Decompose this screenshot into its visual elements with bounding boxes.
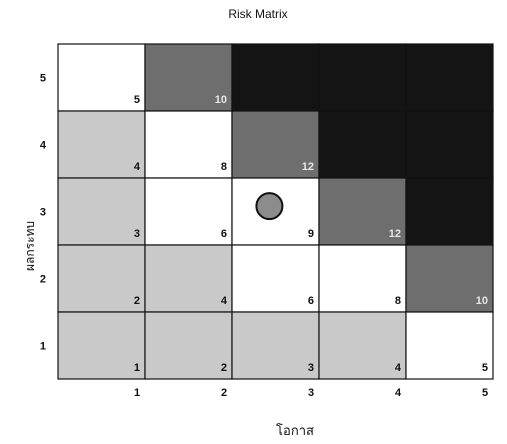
matrix-cell-3-4 bbox=[318, 177, 407, 246]
matrix-cell-1-2 bbox=[144, 311, 233, 380]
matrix-cell-3-5 bbox=[405, 177, 494, 246]
y-tick-3: 3 bbox=[40, 207, 46, 219]
cell-score-1-5: 5 bbox=[482, 362, 488, 374]
cell-score-labels: 5 104 8 123 6 9 122 4 6 8 101 2 3 4 5 bbox=[134, 94, 488, 374]
cell-score-1-1: 1 bbox=[134, 362, 140, 374]
matrix-cell-2-2 bbox=[144, 244, 233, 313]
matrix-cell-4-4 bbox=[318, 110, 407, 179]
x-axis-label: โอกาส bbox=[276, 423, 314, 438]
risk-marker bbox=[255, 192, 284, 221]
matrix-cell-4-5 bbox=[405, 110, 494, 179]
matrix-cell-1-3 bbox=[231, 311, 320, 380]
cell-score-1-3: 3 bbox=[308, 362, 314, 374]
matrix-cell-2-3 bbox=[231, 244, 320, 313]
cell-score-4-1: 4 bbox=[134, 161, 141, 173]
matrix-cell-3-1 bbox=[57, 177, 146, 246]
cell-score-2-2: 4 bbox=[221, 295, 228, 307]
matrix-cell-2-5 bbox=[405, 244, 494, 313]
matrix-cell-1-4 bbox=[318, 311, 407, 380]
cell-score-3-2: 6 bbox=[221, 228, 227, 240]
y-tick-1: 1 bbox=[40, 341, 46, 353]
matrix-cell-5-4 bbox=[318, 43, 407, 112]
matrix-cell-4-2 bbox=[144, 110, 233, 179]
x-tick-2: 2 bbox=[221, 387, 227, 399]
cell-score-4-2: 8 bbox=[221, 161, 227, 173]
y-tick-4: 4 bbox=[40, 140, 47, 152]
matrix-cell-4-1 bbox=[57, 110, 146, 179]
x-tick-5: 5 bbox=[482, 387, 488, 399]
matrix-cell-1-1 bbox=[57, 311, 146, 380]
cell-score-4-3: 12 bbox=[302, 161, 314, 173]
y-axis-label: ผลกระทบ bbox=[23, 221, 37, 271]
matrix-cell-5-3 bbox=[231, 43, 320, 112]
matrix-cell-5-5 bbox=[405, 43, 494, 112]
matrix-cell-3-2 bbox=[144, 177, 233, 246]
matrix-cell-5-2 bbox=[144, 43, 233, 112]
matrix-cell-5-1 bbox=[57, 43, 146, 112]
cell-score-3-1: 3 bbox=[134, 228, 140, 240]
matrix-cell-2-4 bbox=[318, 244, 407, 313]
cell-score-1-4: 4 bbox=[395, 362, 402, 374]
chart-title: Risk Matrix bbox=[228, 7, 287, 21]
y-tick-2: 2 bbox=[40, 274, 46, 286]
cell-score-3-3: 9 bbox=[308, 228, 314, 240]
matrix-cell-4-3 bbox=[231, 110, 320, 179]
cell-score-2-5: 10 bbox=[476, 295, 488, 307]
x-tick-4: 4 bbox=[395, 387, 402, 399]
cell-score-5-1: 5 bbox=[134, 94, 140, 106]
cell-score-2-4: 8 bbox=[395, 295, 401, 307]
cell-score-1-2: 2 bbox=[221, 362, 227, 374]
cell-score-3-4: 12 bbox=[389, 228, 401, 240]
risk-marker-layer bbox=[255, 192, 284, 221]
matrix-cells bbox=[57, 43, 494, 380]
y-tick-5: 5 bbox=[40, 73, 46, 85]
cell-score-5-2: 10 bbox=[215, 94, 227, 106]
matrix-cell-1-5 bbox=[405, 311, 494, 380]
x-tick-1: 1 bbox=[134, 387, 140, 399]
x-tick-3: 3 bbox=[308, 387, 314, 399]
matrix-cell-2-1 bbox=[57, 244, 146, 313]
cell-score-2-1: 2 bbox=[134, 295, 140, 307]
cell-score-2-3: 6 bbox=[308, 295, 314, 307]
